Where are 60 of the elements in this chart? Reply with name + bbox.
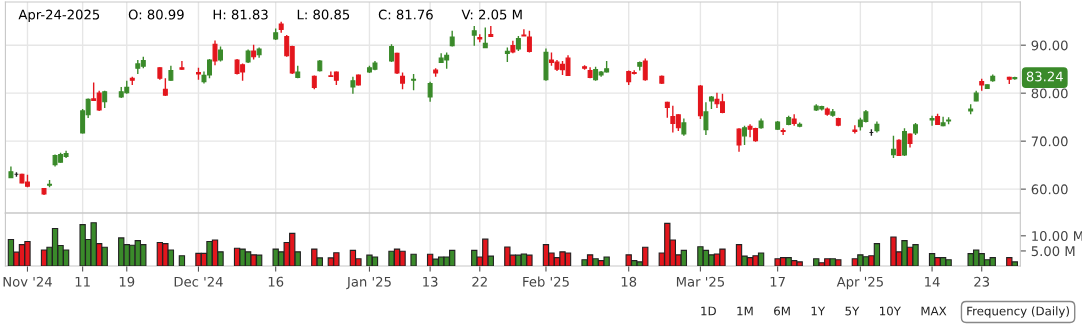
x-tick-label: Apr '25	[836, 276, 883, 290]
y-tick-label: 10.00 M	[1032, 231, 1082, 242]
annotation: L: 80.85	[297, 9, 350, 20]
candlestick	[642, 57, 648, 82]
x-tick-label: 22	[472, 276, 487, 287]
candlestick	[482, 26, 488, 49]
bar	[471, 249, 478, 267]
candlestick	[780, 127, 786, 136]
bar	[890, 236, 897, 267]
y-tick-label: 90.00	[1031, 40, 1068, 51]
y-tick-label: 60.00	[1031, 184, 1068, 195]
x-tick-label: 11	[75, 276, 90, 287]
text: 1M	[737, 306, 753, 316]
bar	[410, 253, 417, 267]
bar	[272, 248, 279, 267]
x-tick-label: 14	[925, 276, 940, 287]
text: 1D	[701, 306, 716, 316]
text: 1Y	[811, 306, 826, 316]
text: 5Y	[845, 306, 860, 316]
x-tick-label: 16	[268, 276, 284, 287]
annotation: C: 81.76	[378, 9, 433, 20]
candlestick	[852, 124, 858, 135]
x-tick-label: Nov '24	[3, 276, 52, 287]
annotation: Apr-24-2025	[18, 9, 100, 23]
bar	[79, 224, 86, 267]
bar	[774, 258, 781, 267]
candlestick	[212, 39, 218, 67]
annotation: H: 81.83	[213, 9, 268, 20]
bar	[504, 246, 511, 267]
candlestick	[471, 25, 477, 47]
x-tick-label: 13	[423, 276, 438, 287]
candlestick	[427, 80, 433, 103]
text: MAX	[921, 306, 947, 316]
annotation: O: 80.99	[128, 9, 184, 20]
text: 10Y	[880, 306, 901, 316]
annotation: 83.24	[1026, 71, 1063, 82]
candlestick	[736, 127, 742, 153]
x-tick-label: Feb '25	[523, 276, 569, 287]
bar	[178, 255, 186, 267]
candlestick	[179, 60, 185, 71]
y-tick-label: 80.00	[1031, 88, 1068, 99]
candlestick	[742, 125, 748, 146]
x-tick-label: 17	[770, 276, 785, 287]
y-tick-label: 70.00	[1031, 136, 1068, 147]
x-tick-label: 23	[974, 276, 990, 287]
text: 6M	[774, 306, 790, 316]
x-tick-label: Dec '24	[174, 276, 223, 287]
candlestick	[703, 101, 709, 136]
y-tick-label: 5.00 M	[1031, 246, 1075, 257]
x-tick-label: 19	[119, 276, 135, 287]
candlestick	[929, 115, 935, 127]
text: Frequency (Daily)	[967, 306, 1069, 318]
x-tick-label: Jan '25	[346, 276, 391, 290]
candlestick	[890, 135, 896, 159]
x-tick-label: Mar '25	[676, 276, 725, 287]
x-tick-label: 18	[621, 276, 637, 287]
annotation: V: 2.05 M	[461, 9, 522, 20]
bar	[813, 258, 820, 267]
candlestick	[902, 127, 907, 157]
bar	[195, 252, 202, 267]
